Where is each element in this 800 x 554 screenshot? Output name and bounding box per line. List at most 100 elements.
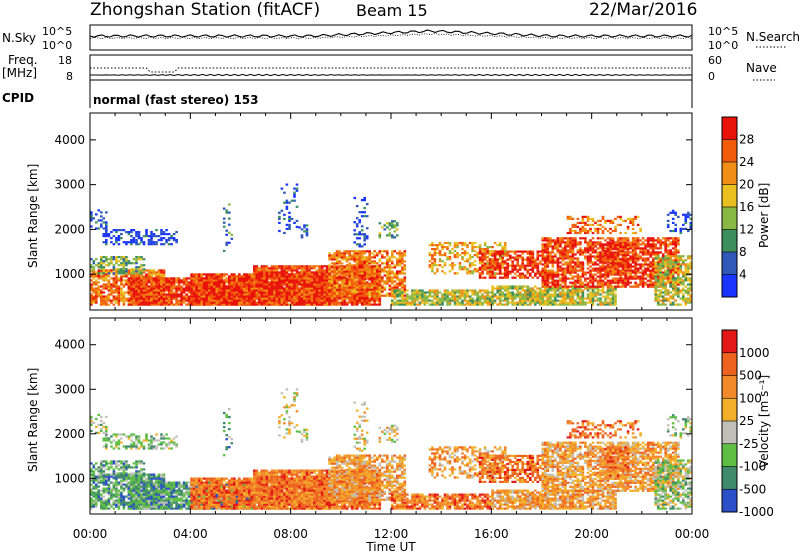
- range-cell: [115, 287, 118, 290]
- range-cell: [365, 294, 369, 297]
- range-cell: [396, 299, 399, 302]
- range-cell: [353, 256, 356, 259]
- range-cell: [273, 297, 276, 300]
- range-cell: [162, 289, 166, 292]
- range-cell: [325, 275, 329, 278]
- range-cell: [245, 295, 249, 298]
- range-cell: [443, 297, 447, 300]
- range-cell: [428, 293, 432, 296]
- range-cell: [373, 270, 376, 273]
- range-cell: [529, 295, 532, 298]
- range-cell: [503, 274, 507, 277]
- range-cell: [544, 283, 547, 286]
- range-cell: [117, 272, 121, 275]
- range-cell: [363, 274, 366, 277]
- range-cell: [433, 303, 437, 306]
- range-cell: [145, 275, 148, 278]
- range-cell: [260, 281, 264, 284]
- range-cell: [381, 290, 384, 293]
- range-cell: [207, 277, 211, 280]
- range-cell: [305, 287, 309, 290]
- range-cell: [290, 277, 294, 280]
- range-cell: [270, 277, 274, 280]
- range-cell: [310, 273, 314, 276]
- range-cell: [278, 291, 281, 294]
- range-cell: [496, 297, 499, 300]
- nave-tick-high: 60: [708, 54, 722, 67]
- range-cell: [152, 297, 156, 300]
- range-cell: [222, 283, 226, 286]
- range-cell: [566, 303, 570, 306]
- range-cell: [350, 278, 354, 281]
- range-cell: [172, 279, 176, 282]
- range-cell: [97, 227, 101, 230]
- range-cell: [448, 301, 452, 304]
- range-cell: [207, 303, 211, 306]
- range-cell: [539, 270, 542, 273]
- range-cell: [268, 283, 271, 286]
- range-cell: [182, 287, 186, 290]
- range-cell: [340, 266, 344, 269]
- range-cell: [333, 294, 336, 297]
- range-cell: [503, 252, 507, 255]
- nsearch-tick-high: 10^5: [708, 25, 738, 38]
- range-cell: [521, 272, 524, 275]
- range-cell: [187, 297, 191, 300]
- range-cell: [122, 266, 126, 269]
- range-cell: [303, 301, 306, 304]
- range-cell: [343, 290, 346, 293]
- range-cell: [162, 301, 166, 304]
- range-cell: [283, 299, 286, 302]
- range-cell: [529, 260, 532, 263]
- range-cell: [270, 289, 274, 292]
- range-cell: [212, 293, 216, 296]
- range-cell: [564, 255, 567, 258]
- range-cell: [433, 252, 437, 255]
- range-cell: [298, 291, 301, 294]
- range-cell: [233, 281, 236, 284]
- range-cell: [386, 260, 389, 263]
- range-cell: [518, 297, 522, 300]
- range-cell: [350, 292, 354, 295]
- range-cell: [358, 278, 361, 281]
- range-cell: [290, 281, 294, 284]
- range-cell: [147, 297, 151, 300]
- range-cell: [137, 297, 141, 300]
- range-cell: [313, 295, 316, 298]
- range-cell: [230, 297, 234, 300]
- range-cell: [546, 291, 550, 294]
- range-cell: [503, 293, 507, 296]
- range-cell: [313, 265, 316, 268]
- range-cell: [300, 291, 304, 294]
- range-cell: [275, 303, 279, 306]
- range-cell: [350, 274, 354, 277]
- range-cell: [343, 252, 346, 255]
- range-cell: [215, 293, 218, 296]
- range-cell: [576, 289, 580, 292]
- range-cell: [202, 303, 206, 306]
- range-cell: [335, 262, 339, 265]
- range-cell: [526, 272, 530, 275]
- range-cell: [135, 239, 138, 242]
- range-cell: [330, 278, 334, 281]
- range-cell: [323, 303, 326, 306]
- range-cell: [320, 283, 324, 286]
- range-cell: [248, 293, 251, 296]
- range-cell: [202, 295, 206, 298]
- range-cell: [140, 293, 143, 296]
- range-cell: [147, 275, 151, 278]
- range-cell: [115, 269, 118, 272]
- range-cell: [132, 289, 136, 292]
- range-cell: [160, 295, 163, 298]
- range-cell: [155, 299, 158, 302]
- range-cell: [554, 299, 557, 302]
- range-cell: [117, 243, 121, 246]
- range-cell: [468, 262, 472, 265]
- range-cell: [486, 252, 489, 255]
- range-cell: [127, 303, 131, 306]
- range-cell: [498, 276, 502, 279]
- range-cell: [112, 229, 116, 232]
- range-cell: [293, 281, 296, 284]
- range-cell: [448, 241, 452, 245]
- range-cell: [506, 287, 509, 290]
